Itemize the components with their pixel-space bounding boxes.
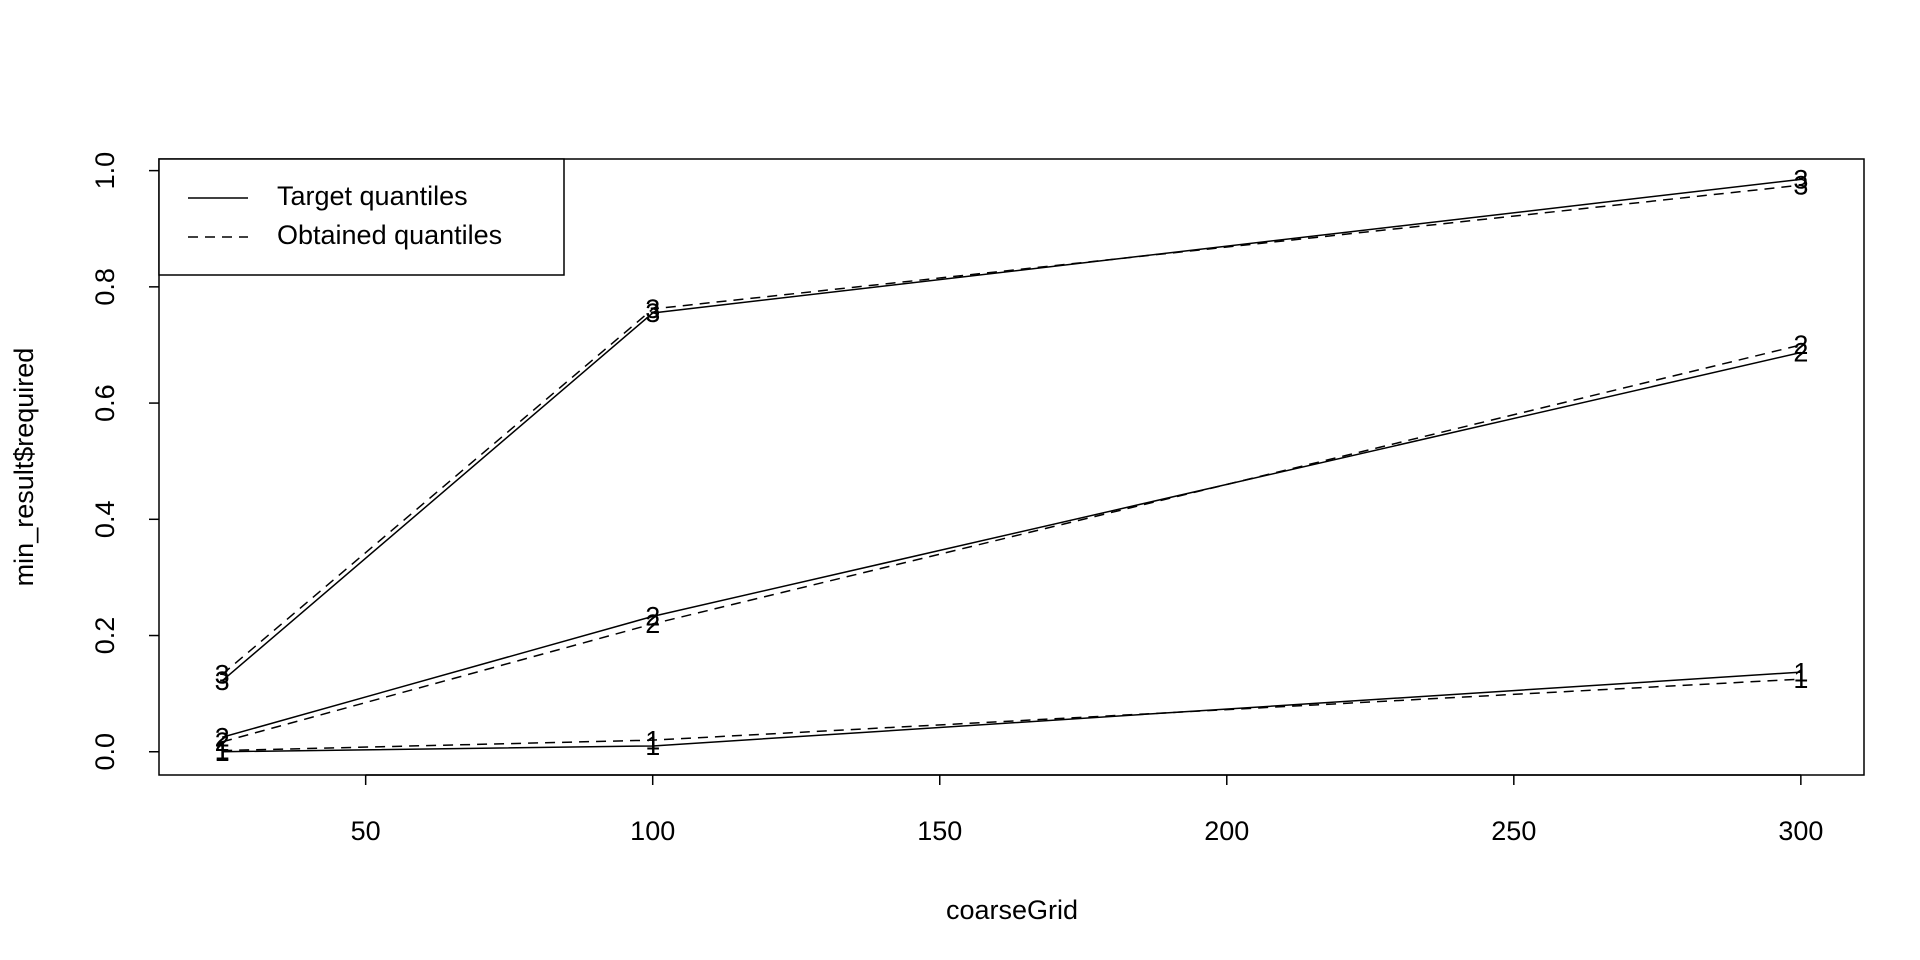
y-tick-label: 0.4: [90, 501, 120, 539]
x-tick-label: 150: [917, 816, 962, 846]
point-marker: 2: [1793, 330, 1808, 360]
legend-label: Target quantiles: [277, 181, 468, 211]
point-marker: 1: [215, 736, 230, 766]
y-tick-label: 0.6: [90, 384, 120, 422]
series-line: [221, 184, 1801, 676]
x-tick-label: 250: [1491, 816, 1536, 846]
y-tick-label: 0.2: [90, 617, 120, 655]
point-marker: 3: [1793, 164, 1808, 194]
point-marker: 2: [215, 727, 230, 757]
series-line: [221, 344, 1802, 743]
point-marker: 2: [215, 722, 230, 752]
point-marker: 1: [1793, 657, 1808, 687]
point-marker: 3: [645, 294, 660, 324]
legend-box: [158, 158, 565, 276]
point-marker: 2: [645, 601, 660, 631]
series-line: [221, 351, 1802, 738]
series-line: [222, 678, 1801, 752]
series-line: [222, 671, 1801, 753]
x-axis-label: coarseGrid: [946, 895, 1078, 925]
series-line: [221, 178, 1801, 682]
point-marker: 1: [645, 731, 660, 761]
x-tick-label: 200: [1204, 816, 1249, 846]
point-marker: 1: [215, 737, 230, 767]
point-marker: 3: [1793, 170, 1808, 200]
point-marker: 3: [215, 666, 230, 696]
x-tick-label: 100: [630, 816, 675, 846]
point-marker: 1: [1793, 664, 1808, 694]
y-tick-label: 1.0: [90, 152, 120, 190]
x-tick-label: 300: [1778, 816, 1823, 846]
point-marker: 3: [645, 298, 660, 328]
y-tick-label: 0.8: [90, 268, 120, 306]
point-marker: 3: [215, 660, 230, 690]
legend-label: Obtained quantiles: [277, 220, 502, 250]
y-tick-label: 0.0: [90, 733, 120, 771]
point-marker: 2: [645, 609, 660, 639]
y-axis-label: min_result$required: [9, 348, 39, 587]
point-marker: 1: [645, 725, 660, 755]
x-tick-label: 50: [351, 816, 381, 846]
